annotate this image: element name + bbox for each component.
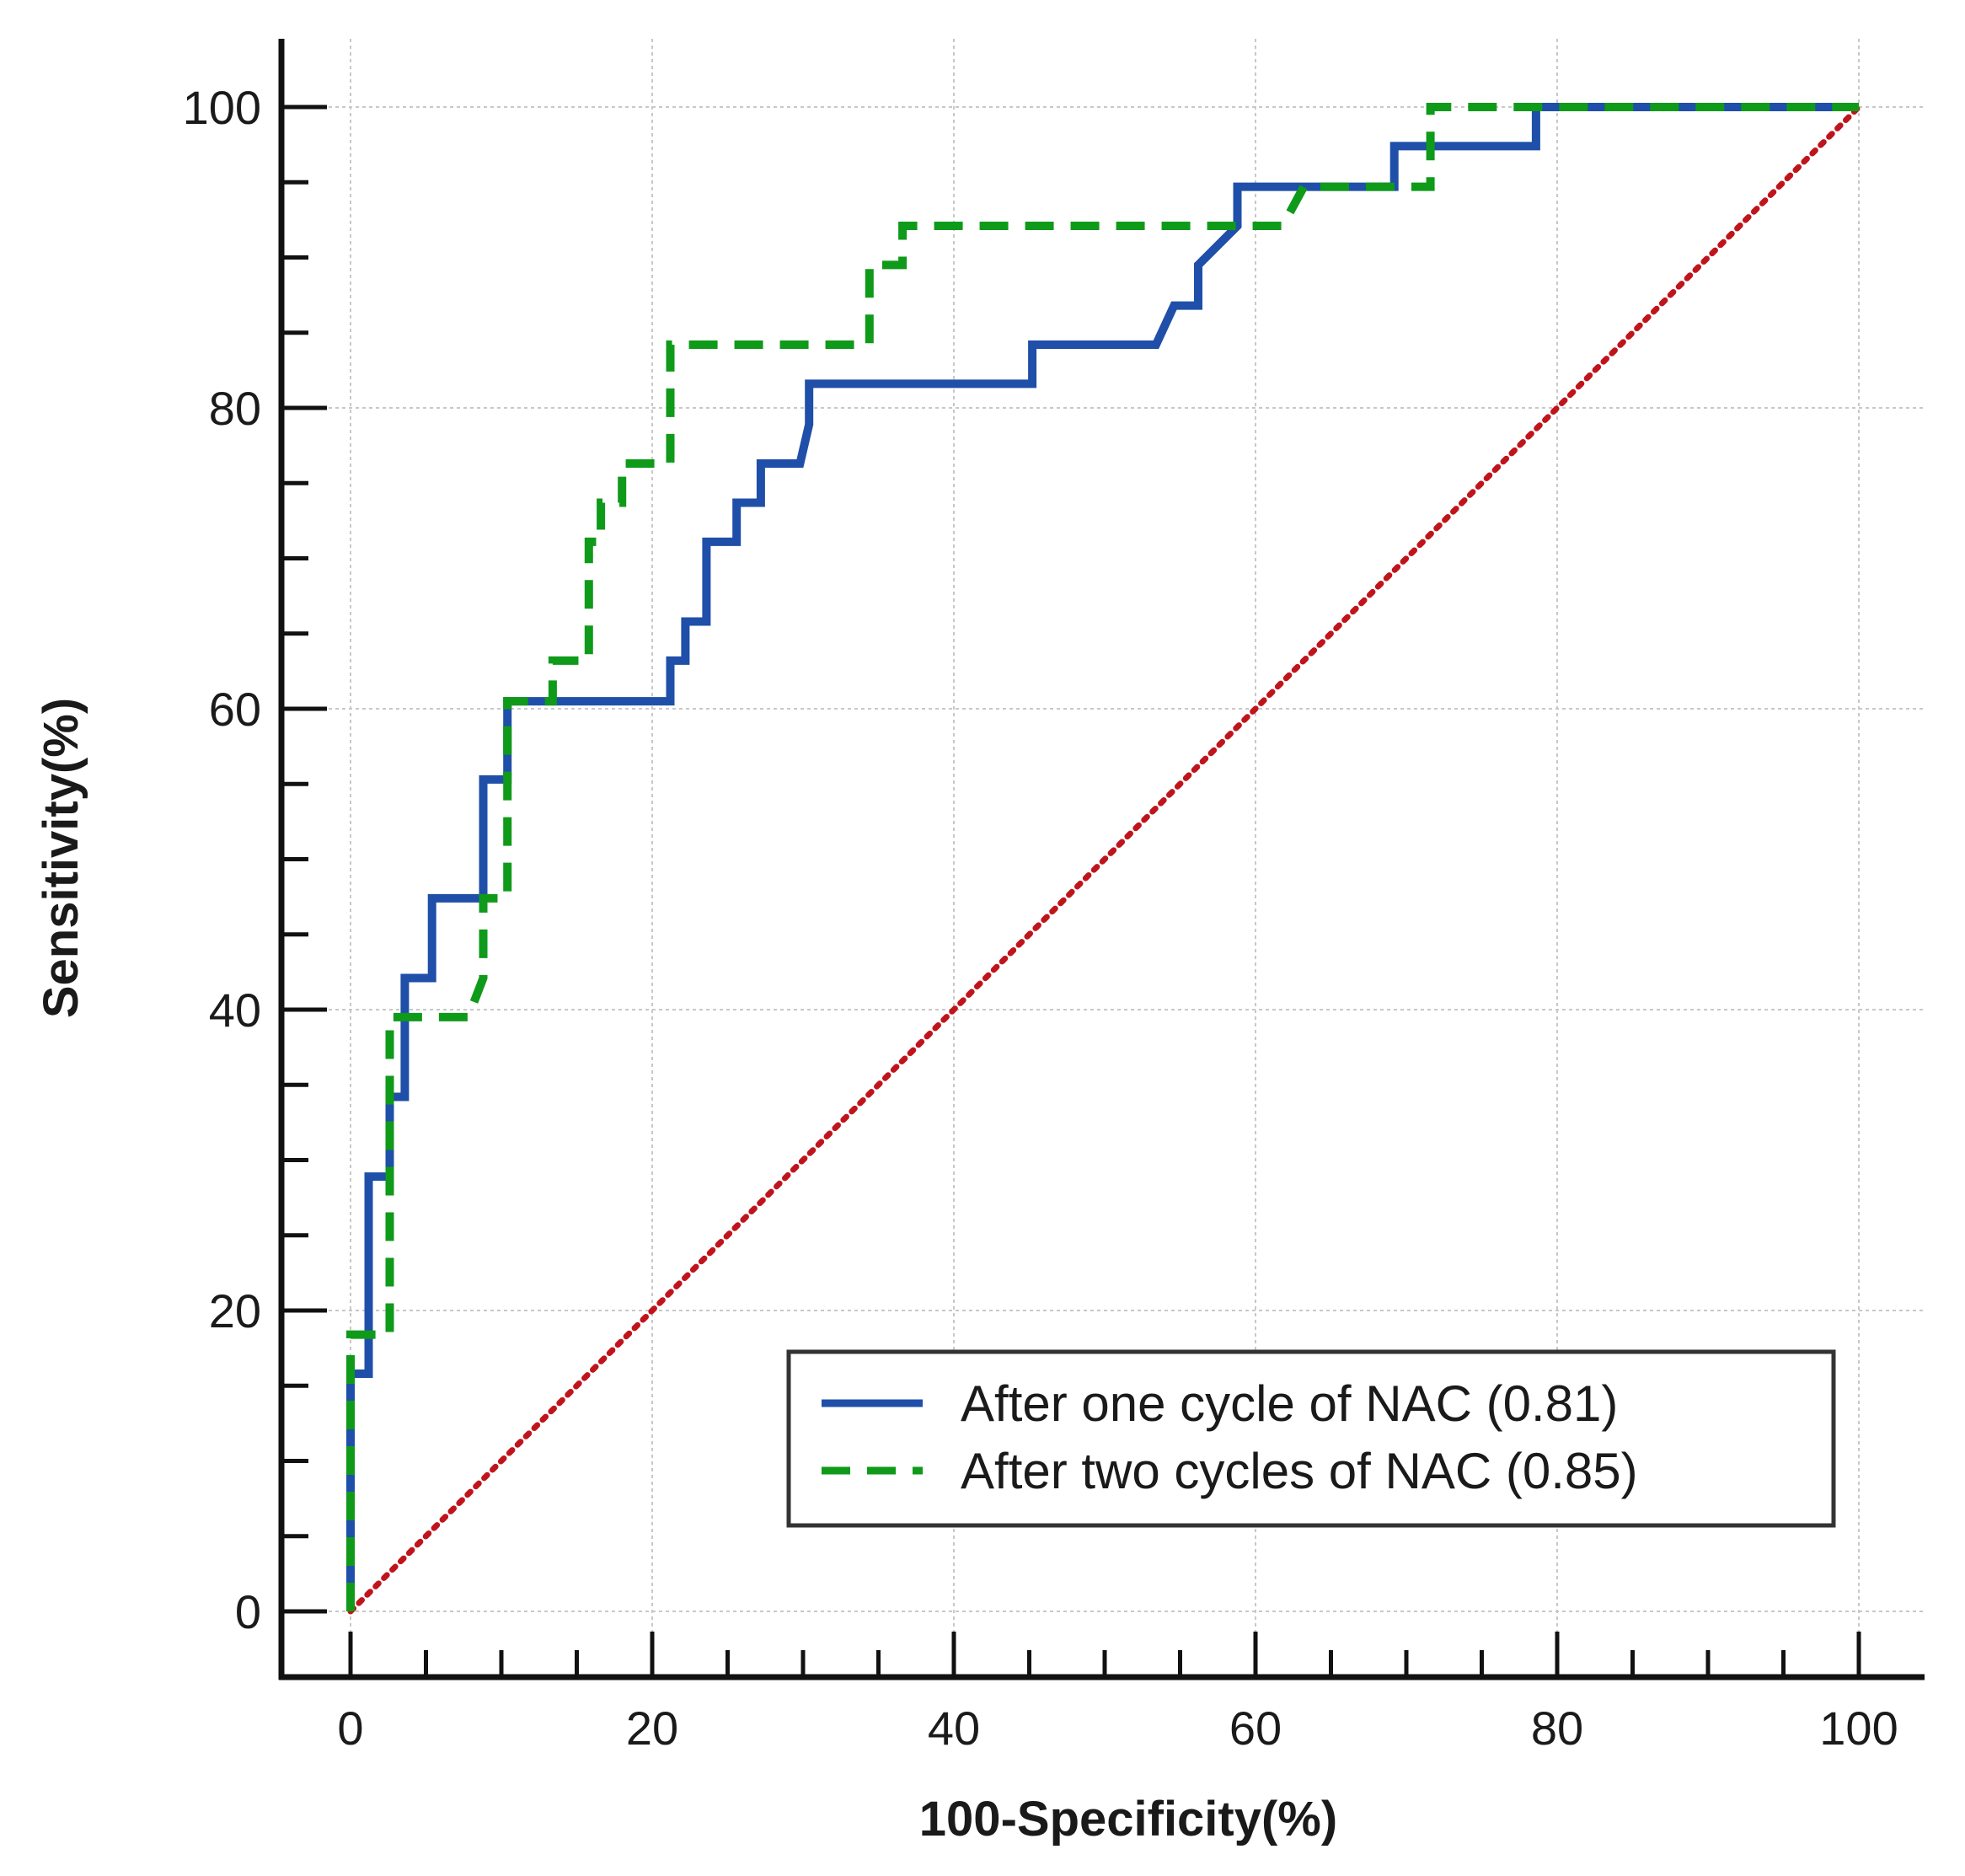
x-tick-label-40: 40 [928,1702,980,1755]
y-tick-label-20: 20 [209,1284,261,1337]
series-two-cycles [346,103,1859,1611]
y-tick-label-40: 40 [209,984,261,1037]
x-axis-title: 100-Specificity(%) [919,1792,1337,1847]
x-tick-label-0: 0 [337,1702,363,1755]
legend: After one cycle of NAC (0.81) After two … [786,1349,1836,1528]
x-tick-label-20: 20 [626,1702,678,1755]
y-tick-label-100: 100 [183,81,261,134]
x-tick-label-100: 100 [1819,1702,1898,1755]
y-tick-label-60: 60 [209,683,261,736]
legend-label-one-cycle: After one cycle of NAC (0.81) [961,1375,1618,1432]
legend-box [786,1349,1836,1528]
series-one-cycle [346,103,1859,1611]
x-tick-label-80: 80 [1531,1702,1583,1755]
axes [278,39,1925,1680]
x-tick-label-60: 60 [1229,1702,1282,1755]
y-tick-label-80: 80 [209,382,261,435]
tick-labels: 0 20 40 60 80 100 0 20 40 60 80 100 [183,81,1898,1755]
series-layer [346,103,1862,1615]
y-tick-label-0: 0 [235,1585,261,1638]
y-axis-title: Sensitivity(%) [34,698,88,1018]
series-reference-line [347,104,1862,1615]
legend-label-two-cycles: After two cycles of NAC (0.85) [961,1443,1638,1499]
